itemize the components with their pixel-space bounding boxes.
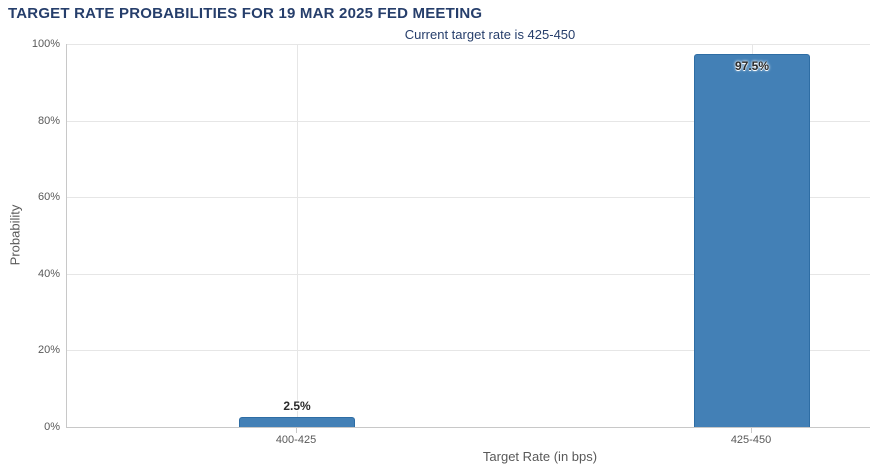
- y-tick-label: 20%: [37, 344, 60, 357]
- probability-bar-425-450[interactable]: [694, 54, 810, 427]
- gridline-vertical: [297, 44, 298, 427]
- x-category-label: 425-450: [730, 434, 772, 446]
- plot-area: 2.5% 97.5%: [66, 44, 870, 428]
- y-tick-label: 40%: [37, 267, 60, 280]
- bar-value-label: 2.5%: [283, 399, 311, 413]
- gridline-horizontal: [67, 273, 870, 275]
- y-tick-label: 100%: [31, 38, 60, 50]
- y-tick-label: 60%: [37, 191, 60, 204]
- y-axis-title: Probability: [7, 204, 23, 266]
- gridline-horizontal: [67, 197, 870, 199]
- y-tick-label: 80%: [37, 114, 60, 127]
- x-tick-mark: [296, 428, 297, 433]
- x-tick-mark: [751, 428, 752, 433]
- bar-value-label: 97.5%: [734, 59, 770, 73]
- gridline-horizontal: [67, 120, 870, 122]
- gridline-horizontal: [67, 350, 870, 352]
- chart-subtitle: Current target rate is 425-450: [404, 27, 576, 42]
- x-axis-title: Target Rate (in bps): [482, 449, 598, 464]
- gridline-horizontal: [67, 44, 870, 45]
- chart-title: TARGET RATE PROBABILITIES FOR 19 MAR 202…: [8, 5, 483, 22]
- y-tick-label: 0%: [44, 421, 60, 433]
- x-category-label: 400-425: [275, 434, 317, 446]
- probability-bar-400-425[interactable]: [239, 417, 355, 427]
